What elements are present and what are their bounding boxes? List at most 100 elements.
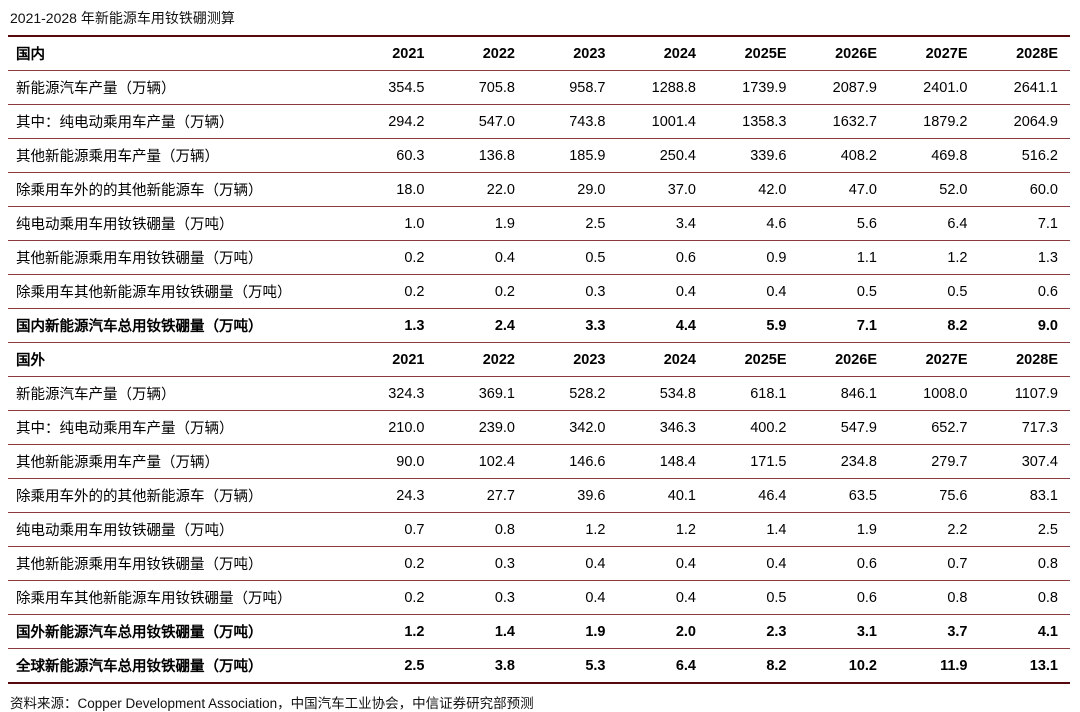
value-cell: 1.2 xyxy=(675,521,696,538)
value-cell: 958.7 xyxy=(569,79,606,96)
value-cell: 2.2 xyxy=(947,521,968,538)
value-cell: 0.2 xyxy=(404,283,425,300)
value-cell: 3.1 xyxy=(856,623,877,640)
value-cell: 234.8 xyxy=(840,453,877,470)
year-header: 2027E xyxy=(925,351,968,368)
value-cell: 2.0 xyxy=(675,623,696,640)
table-row: 除乘用车外的的其他新能源车（万辆） 18.0 22.0 29.0 37.0 42.0 47.… xyxy=(8,173,1070,207)
year-header: 2022 xyxy=(482,45,515,62)
value-cell: 13.1 xyxy=(1029,657,1058,674)
value-cell: 1008.0 xyxy=(923,385,968,402)
value-cell: 5.6 xyxy=(856,215,877,232)
value-cell: 2087.9 xyxy=(832,79,877,96)
value-cell: 1.9 xyxy=(856,521,877,538)
section-header-row: 国内 2021 2022 2023 2024 2025E 2026E 2027E 2028E xyxy=(8,36,1070,71)
value-cell: 0.7 xyxy=(404,521,425,538)
year-header: 2021 xyxy=(392,45,425,62)
year-header: 2024 xyxy=(663,45,696,62)
value-cell: 717.3 xyxy=(1021,419,1058,436)
value-cell: 136.8 xyxy=(478,147,515,164)
value-cell: 60.0 xyxy=(1029,181,1058,198)
ndfeb-table-body: 国内 2021 2022 2023 2024 2025E 2026E 2027E 2028E 新能… xyxy=(8,36,1070,683)
value-cell: 2.5 xyxy=(404,657,425,674)
value-cell: 324.3 xyxy=(388,385,425,402)
value-cell: 0.4 xyxy=(585,555,606,572)
value-cell: 4.1 xyxy=(1037,623,1058,640)
year-header: 2024 xyxy=(663,351,696,368)
value-cell: 307.4 xyxy=(1021,453,1058,470)
table-row: 新能源汽车产量（万辆） 324.3 369.1 528.2 534.8 618.1 846.… xyxy=(8,377,1070,411)
value-cell: 83.1 xyxy=(1029,487,1058,504)
value-cell: 24.3 xyxy=(396,487,425,504)
value-cell: 60.3 xyxy=(396,147,425,164)
value-cell: 1.4 xyxy=(494,623,515,640)
value-cell: 27.7 xyxy=(486,487,515,504)
value-cell: 1.9 xyxy=(585,623,606,640)
value-cell: 1.0 xyxy=(404,215,425,232)
table-row: 除乘用车其他新能源车用钕铁硼量（万吨） 0.2 0.3 0.4 0.4 0.5 0.6 0.8… xyxy=(8,581,1070,615)
table-row: 纯电动乘用车用钕铁硼量（万吨） 0.7 0.8 1.2 1.2 1.4 1.9 2.2 2.5 xyxy=(8,513,1070,547)
value-cell: 146.6 xyxy=(569,453,606,470)
row-label: 其他新能源乘用车产量（万辆） xyxy=(16,455,219,471)
value-cell: 534.8 xyxy=(659,385,696,402)
value-cell: 2.4 xyxy=(494,317,515,334)
value-cell: 1.2 xyxy=(947,249,968,266)
value-cell: 342.0 xyxy=(569,419,606,436)
value-cell: 0.6 xyxy=(856,589,877,606)
value-cell: 0.6 xyxy=(1037,283,1058,300)
row-label: 其中：纯电动乘用车产量（万辆） xyxy=(16,421,234,437)
year-header: 2023 xyxy=(573,351,606,368)
row-label: 国外新能源汽车总用钕铁硼量（万吨） xyxy=(16,625,263,641)
value-cell: 75.6 xyxy=(939,487,968,504)
row-label: 除乘用车其他新能源车用钕铁硼量（万吨） xyxy=(16,591,292,607)
table-row: 其他新能源乘用车用钕铁硼量（万吨） 0.2 0.4 0.5 0.6 0.9 1.1 1.2 1.… xyxy=(8,241,1070,275)
value-cell: 1.1 xyxy=(856,249,877,266)
value-cell: 18.0 xyxy=(396,181,425,198)
table-row: 其他新能源乘用车产量（万辆） 90.0 102.4 146.6 148.4 171.5 23… xyxy=(8,445,1070,479)
section-title: 国外 xyxy=(16,353,45,369)
value-cell: 1.3 xyxy=(404,317,425,334)
value-cell: 528.2 xyxy=(569,385,606,402)
value-cell: 0.4 xyxy=(675,283,696,300)
value-cell: 618.1 xyxy=(750,385,787,402)
value-cell: 40.1 xyxy=(667,487,696,504)
value-cell: 0.8 xyxy=(947,589,968,606)
value-cell: 0.8 xyxy=(1037,589,1058,606)
value-cell: 10.2 xyxy=(848,657,877,674)
row-label: 除乘用车外的的其他新能源车（万辆） xyxy=(16,489,263,505)
value-cell: 369.1 xyxy=(478,385,515,402)
row-label: 纯电动乘用车用钕铁硼量（万吨） xyxy=(16,523,234,539)
year-header: 2028E xyxy=(1016,351,1058,368)
value-cell: 7.1 xyxy=(1037,215,1058,232)
value-cell: 1.4 xyxy=(766,521,787,538)
value-cell: 0.2 xyxy=(404,555,425,572)
year-header: 2028E xyxy=(1016,45,1058,62)
value-cell: 46.4 xyxy=(758,487,787,504)
value-cell: 0.2 xyxy=(404,249,425,266)
row-label: 国内新能源汽车总用钕铁硼量（万吨） xyxy=(16,319,263,335)
value-cell: 90.0 xyxy=(396,453,425,470)
value-cell: 0.5 xyxy=(856,283,877,300)
table-row: 其他新能源乘用车用钕铁硼量（万吨） 0.2 0.3 0.4 0.4 0.4 0.6 0.7 0.… xyxy=(8,547,1070,581)
table-row: 国外新能源汽车总用钕铁硼量（万吨） 1.2 1.4 1.9 2.0 2.3 3.1 3.7 4.… xyxy=(8,615,1070,649)
value-cell: 2401.0 xyxy=(923,79,968,96)
row-label: 除乘用车外的的其他新能源车（万辆） xyxy=(16,183,263,199)
table-row: 国内新能源汽车总用钕铁硼量（万吨） 1.3 2.4 3.3 4.4 5.9 7.1 8.2 9.… xyxy=(8,309,1070,343)
value-cell: 0.5 xyxy=(766,589,787,606)
value-cell: 0.5 xyxy=(947,283,968,300)
value-cell: 4.4 xyxy=(675,317,696,334)
value-cell: 339.6 xyxy=(750,147,787,164)
row-label: 全球新能源汽车总用钕铁硼量（万吨） xyxy=(16,659,263,675)
table-row: 其他新能源乘用车产量（万辆） 60.3 136.8 185.9 250.4 339.6 40… xyxy=(8,139,1070,173)
value-cell: 39.6 xyxy=(577,487,606,504)
value-cell: 469.8 xyxy=(931,147,968,164)
value-cell: 5.3 xyxy=(585,657,606,674)
table-row: 全球新能源汽车总用钕铁硼量（万吨） 2.5 3.8 5.3 6.4 8.2 10.2 11.9… xyxy=(8,649,1070,684)
value-cell: 1288.8 xyxy=(651,79,696,96)
value-cell: 47.0 xyxy=(848,181,877,198)
value-cell: 1879.2 xyxy=(923,113,968,130)
value-cell: 0.3 xyxy=(494,555,515,572)
value-cell: 516.2 xyxy=(1021,147,1058,164)
value-cell: 400.2 xyxy=(750,419,787,436)
value-cell: 0.2 xyxy=(494,283,515,300)
